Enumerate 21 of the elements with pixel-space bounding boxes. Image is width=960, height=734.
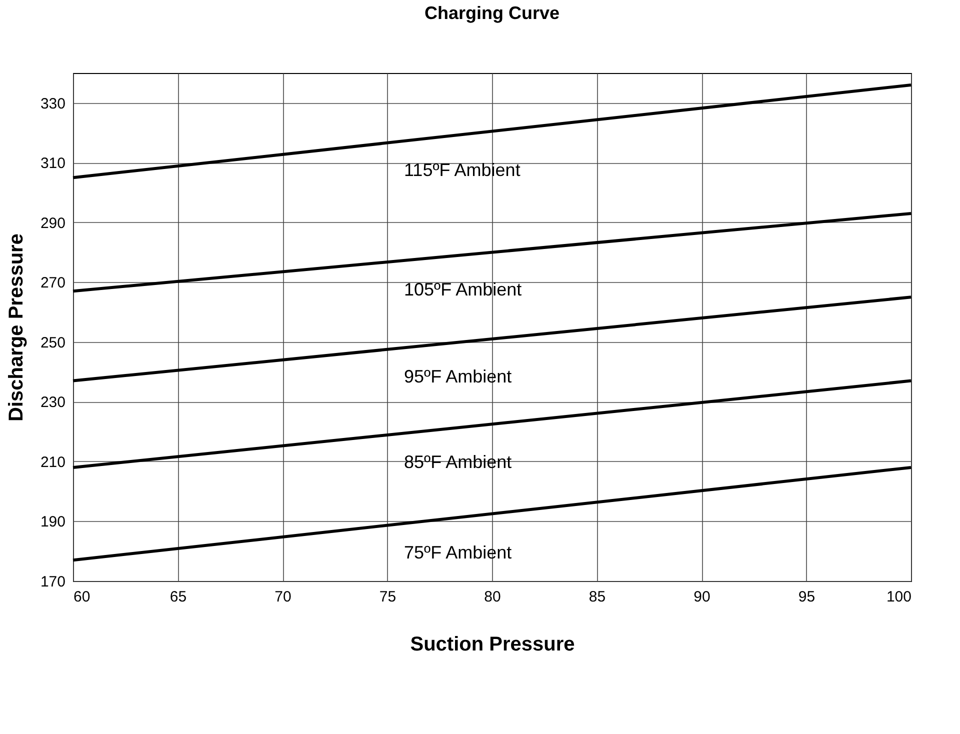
y-tick-label: 330: [40, 95, 66, 112]
y-tick-label: 190: [40, 514, 66, 531]
x-tick-label: 95: [798, 588, 816, 606]
x-tick-label: 100: [886, 588, 912, 606]
x-tick-label: 65: [170, 588, 187, 606]
x-tick-label: 60: [74, 588, 90, 606]
y-tick-label: 210: [40, 454, 66, 471]
y-tick-label: 250: [40, 334, 66, 352]
x-tick-label: 80: [484, 588, 501, 606]
x-tick-label: 70: [274, 588, 292, 606]
y-tick-label: 230: [40, 394, 66, 412]
chart-title: Charging Curve: [424, 3, 560, 23]
y-tick-label: 310: [40, 155, 66, 172]
x-tick-label: 75: [379, 588, 396, 606]
x-tick-label: 90: [694, 588, 710, 606]
y-tick-label: 290: [40, 214, 66, 232]
y-tick-label: 270: [40, 274, 66, 292]
y-axis-title: Discharge Pressure: [5, 234, 28, 422]
y-tick-label: 170: [40, 574, 66, 590]
x-axis-title: Suction Pressure: [410, 634, 575, 656]
x-tick-label: 85: [588, 588, 606, 606]
